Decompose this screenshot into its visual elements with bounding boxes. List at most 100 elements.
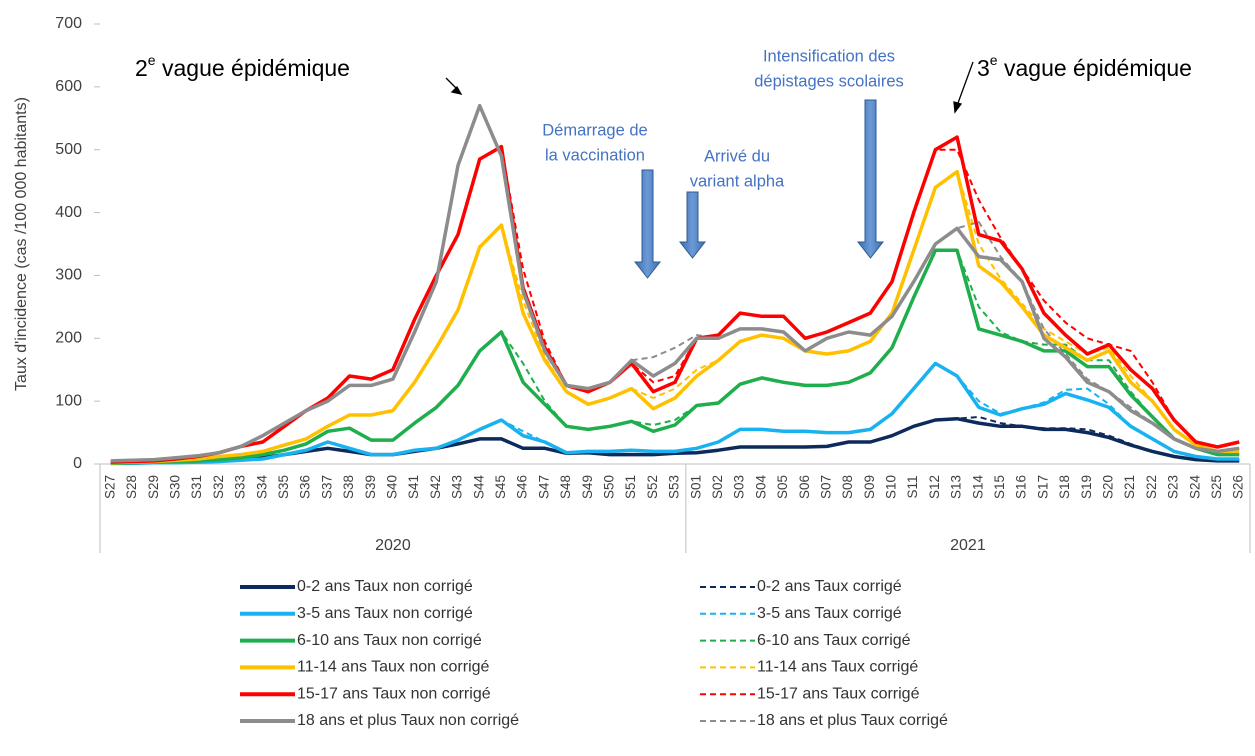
x-tick-label: S38 [341,475,356,499]
x-tick-label: S51 [623,475,638,499]
y-tick-label: 600 [55,78,82,95]
x-tick-label: S15 [992,475,1007,499]
x-tick-label: S52 [645,475,660,499]
x-tick-label: S46 [515,475,530,499]
y-tick-label: 700 [55,15,82,32]
event-label: la vaccination [545,146,645,164]
y-axis-label: Taux d'incidence (cas /100 000 habitants… [13,97,30,391]
legend-label: 6-10 ans Taux corrigé [757,632,911,649]
legend-label: 15-17 ans Taux non corrigé [297,685,491,702]
event-label: Démarrage de [542,121,647,139]
y-tick-label: 100 [55,392,82,409]
x-tick-label: S12 [927,475,942,499]
annotation-number: 3 [977,55,990,81]
legend-label: 0-2 ans Taux corrigé [757,578,902,595]
x-tick-label: S13 [949,475,964,499]
x-tick-label: S18 [1057,475,1072,499]
annotation-number: 2 [135,55,148,81]
x-tick-label: S49 [580,475,595,499]
x-tick-label: S22 [1144,475,1159,499]
series-line [110,103,1240,463]
x-tick-label: S41 [406,475,421,499]
x-tick-label: S05 [775,475,790,499]
event-label: variant alpha [690,172,785,190]
y-tick-label: 0 [73,455,82,472]
legend-label: 3-5 ans Taux non corrigé [297,605,473,622]
x-tick-label: S11 [905,475,920,498]
x-tick-label: S08 [840,475,855,499]
series-line [110,361,1240,466]
x-tick-label: S24 [1187,475,1202,500]
wave-annotation: 3e vague épidémique [977,52,1192,81]
x-tick-label: S29 [146,475,161,499]
x-tick-label: S40 [384,475,399,499]
x-tick-label: S25 [1209,475,1224,499]
legend-label: 15-17 ans Taux corrigé [757,685,920,702]
y-tick-label: 500 [55,141,82,158]
x-tick-label: S36 [298,475,313,499]
y-tick-label: 400 [55,204,82,221]
wave-annotation: 2e vague épidémique [135,52,350,81]
y-tick-label: 300 [55,267,82,284]
x-tick-label: S10 [884,475,899,499]
legend-label: 6-10 ans Taux non corrigé [297,632,482,649]
x-tick-label: S48 [558,475,573,499]
annotation-superscript: e [148,52,156,68]
x-tick-label: S53 [667,475,682,499]
x-tick-label: S17 [1035,475,1050,499]
x-tick-label: S14 [970,475,985,500]
x-tick-label: S27 [102,475,117,499]
x-tick-label: S20 [1101,475,1116,499]
x-tick-label: S01 [688,475,703,499]
series-line-dashed [110,104,1240,462]
x-tick-label: S09 [862,475,877,499]
series-line-dashed [110,249,1240,465]
event-label: dépistages scolaires [754,72,904,90]
x-tick-label: S50 [601,475,616,499]
x-tick-label: S45 [493,475,508,499]
x-tick-label: S30 [168,475,183,499]
x-group-label: 2021 [950,537,986,554]
x-tick-label: S02 [710,475,725,499]
event-label: Intensification des [763,47,895,65]
legend-label: 11-14 ans Taux non corrigé [297,659,490,676]
annotation-superscript: e [990,52,998,68]
x-tick-label: S19 [1079,475,1094,499]
annotation-text: vague épidémique [998,55,1192,81]
x-tick-label: S37 [319,475,334,499]
annotation-arrows [445,61,974,114]
x-tick-label: S32 [211,475,226,499]
legend-label: 11-14 ans Taux corrigé [757,659,918,676]
x-tick-label: S33 [233,475,248,499]
x-tick-label: S35 [276,475,291,499]
x-tick-label: S21 [1122,475,1137,499]
series-line [110,169,1240,465]
legend-label: 0-2 ans Taux non corrigé [297,578,473,595]
x-group-label: 2020 [375,537,411,554]
legend-label: 3-5 ans Taux corrigé [757,605,902,622]
x-tick-label: S06 [797,475,812,499]
legend-label: 18 ans et plus Taux corrigé [757,712,948,729]
x-tick-label: S03 [732,475,747,499]
x-tick-label: S07 [818,475,833,499]
legend-label: 18 ans et plus Taux non corrigé [297,712,519,729]
x-tick-label: S42 [428,475,443,499]
annotation-text: vague épidémique [156,55,350,81]
x-tick-label: S39 [363,475,378,499]
x-tick-label: S04 [753,475,768,500]
x-tick-label: S43 [450,475,465,499]
x-tick-label: S31 [189,475,204,499]
series-line [110,248,1240,466]
x-tick-label: S28 [124,475,139,499]
event-arrows [633,99,885,279]
series-line [110,135,1240,464]
y-tick-label: 200 [55,330,82,347]
x-tick-label: S16 [1014,475,1029,499]
x-tick-label: S23 [1166,475,1181,499]
x-tick-label: S44 [471,475,486,500]
x-tick-label: S26 [1231,475,1246,499]
series-line-dashed [110,145,1240,464]
event-label: Arrivé du [704,147,770,165]
x-tick-label: S34 [254,475,269,500]
